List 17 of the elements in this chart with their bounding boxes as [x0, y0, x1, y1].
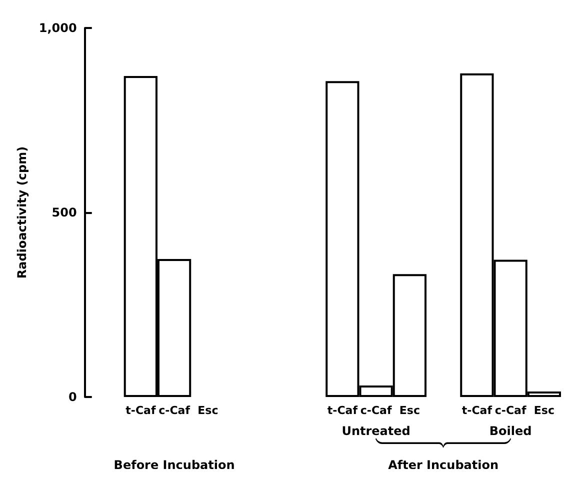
- text: Boiled: [489, 424, 532, 438]
- y-tick-label: 500: [52, 206, 77, 220]
- text: After Incubation: [388, 458, 499, 472]
- x-tick-label: c-Caf: [494, 404, 526, 417]
- text: Before Incubation: [114, 458, 235, 472]
- y-tick-label: 1,000: [38, 21, 77, 35]
- x-tick-label: Esc: [534, 404, 554, 417]
- x-tick-label: t-Caf: [126, 404, 156, 417]
- x-tick-label: Esc: [399, 404, 420, 417]
- text: Untreated: [342, 424, 410, 438]
- y-axis-title: Radioactivity (cpm): [15, 146, 29, 279]
- x-tick-label: t-Caf: [462, 404, 492, 417]
- x-tick-label: t-Caf: [327, 404, 358, 417]
- x-tick-label: Esc: [198, 404, 218, 417]
- x-tick-label: c-Caf: [360, 404, 392, 417]
- x-tick-label: c-Caf: [158, 404, 190, 417]
- y-tick-label: 0: [68, 390, 77, 404]
